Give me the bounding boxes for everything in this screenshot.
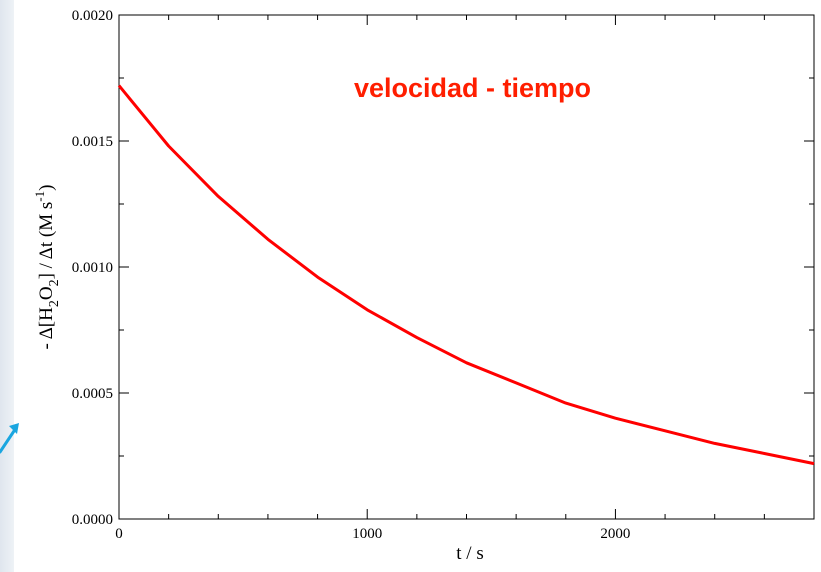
y-axis-title-superscript: -1 [32, 191, 47, 202]
y-axis-title-subscript: 2 [47, 279, 62, 286]
x-tick-label: 0 [115, 526, 123, 542]
y-axis-title-subscript: 2 [47, 300, 62, 307]
y-tick-label: 0.0005 [72, 386, 113, 402]
x-tick-label: 2000 [600, 526, 630, 542]
y-axis-title: - Δ[H2O2] / Δt (M s-1) [32, 185, 62, 350]
y-axis-title-part: ) [36, 185, 57, 191]
arrow-head-icon [9, 423, 19, 434]
y-tick-label: 0.0015 [72, 134, 113, 150]
y-axis-title-part: ] / Δt (M s [36, 202, 57, 280]
y-axis-title-part: - Δ[H [36, 307, 57, 350]
y-tick-label: 0.0010 [72, 260, 113, 276]
x-tick-label: 1000 [352, 526, 382, 542]
y-axis-title-part: O [36, 286, 57, 300]
y-tick-label: 0.0020 [72, 8, 113, 24]
arrow-shaft [0, 426, 18, 454]
data-series-line [117, 84, 815, 466]
side-panel-strip [0, 0, 14, 572]
chart-title: velocidad - tiempo [354, 73, 591, 103]
x-axis-title: t / s [456, 543, 483, 564]
y-tick-label: 0.0000 [72, 512, 113, 528]
